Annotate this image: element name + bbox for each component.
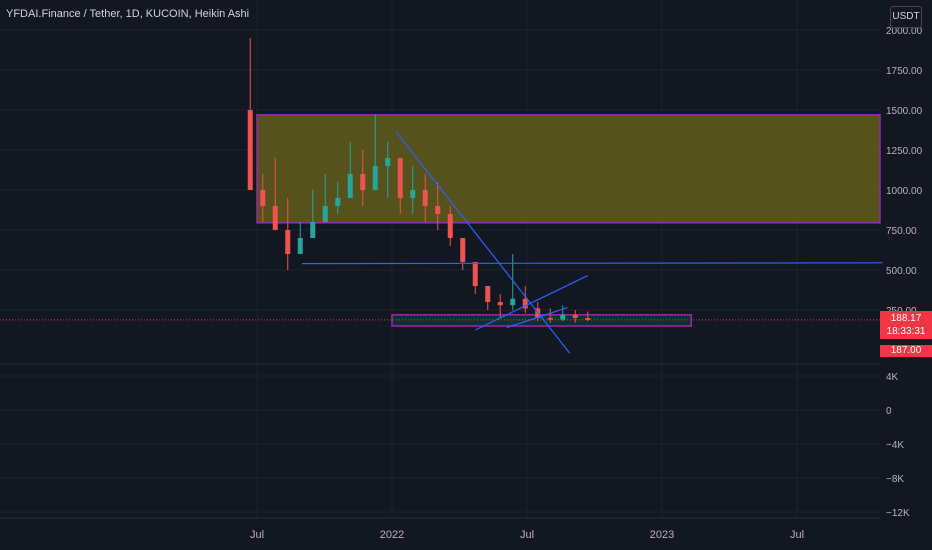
candle-body [572, 314, 578, 318]
candle-body [347, 174, 353, 198]
last-price-tag: 188.17 18:33:31 [880, 311, 932, 339]
demand-zone [391, 314, 692, 327]
candle-body [460, 238, 466, 262]
price-tick-label: 500.00 [886, 266, 917, 277]
price-tick-label: 2000.00 [886, 26, 923, 37]
candle-body [472, 262, 478, 286]
candle-body [260, 190, 266, 206]
candle-body [285, 230, 291, 254]
indicator-axis[interactable]: 4K 0 −4K −8K −12K [886, 372, 910, 519]
candle-body [560, 314, 566, 320]
candle-body [522, 298, 528, 309]
price-axis[interactable]: 2000.00 1750.00 1500.00 1250.00 1000.00 750.0… [886, 26, 923, 317]
indicator-tick-label: −8K [886, 474, 904, 485]
time-tick-label: Jul [250, 529, 264, 541]
supply-zone [256, 114, 881, 224]
candle-body [322, 206, 328, 222]
time-tick-label: 2023 [650, 529, 674, 541]
trendline-1 [301, 262, 883, 265]
candle-body [297, 238, 303, 254]
indicator-tick-label: 0 [886, 406, 892, 417]
chart-title: YFDAI.Finance / Tether, 1D, KUCOIN, Heik… [6, 8, 250, 20]
candle-body [335, 198, 341, 206]
price-tick-label: 1750.00 [886, 66, 923, 77]
price-tick-label: 1500.00 [886, 106, 923, 117]
candle-body [497, 302, 503, 306]
trendlines [301, 132, 883, 354]
time-tick-label: 2022 [380, 529, 404, 541]
grid [0, 0, 880, 518]
zones [256, 114, 881, 327]
candle-body [547, 318, 553, 320]
last-price: 188.17 [890, 313, 922, 324]
currency-button[interactable]: USDT [890, 6, 922, 28]
trendline-4 [506, 307, 568, 329]
price-tick-label: 1000.00 [886, 186, 923, 197]
candle-body [410, 190, 416, 198]
candle-body [510, 298, 516, 306]
candle-body [247, 110, 253, 190]
candle-body [435, 206, 441, 214]
price-tick-label: 1250.00 [886, 146, 923, 157]
candle-body [485, 286, 491, 302]
bar-countdown: 18:33:31 [886, 326, 926, 337]
candle-body [272, 206, 278, 230]
candle-body [385, 158, 391, 166]
candle-body [372, 166, 378, 190]
indicator-tick-label: 4K [886, 372, 899, 383]
trendline-3 [474, 275, 589, 331]
time-axis[interactable]: Jul 2022 Jul 2023 Jul [250, 529, 804, 541]
candle-body [422, 190, 428, 206]
candle-body [397, 158, 403, 198]
candle-body [585, 318, 591, 320]
candles [247, 38, 591, 323]
price-tick-label: 750.00 [886, 226, 917, 237]
candle-body [360, 174, 366, 190]
indicator-tick-label: −12K [886, 508, 910, 519]
low-price-tag: 187.00 [880, 345, 932, 357]
candle-body [447, 214, 453, 238]
indicator-tick-label: −4K [886, 440, 904, 451]
candle-body [310, 222, 316, 238]
time-tick-label: Jul [520, 529, 534, 541]
time-tick-label: Jul [790, 529, 804, 541]
